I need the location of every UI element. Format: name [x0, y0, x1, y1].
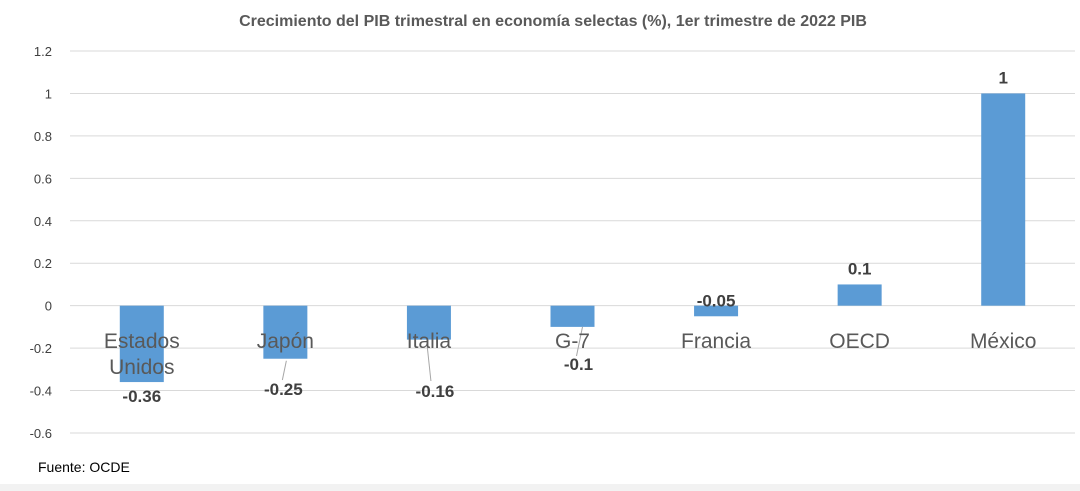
- data-label: 1: [998, 68, 1007, 87]
- data-label: -0.25: [264, 380, 303, 399]
- category-label: G-7: [555, 330, 590, 353]
- source-note: Fuente: OCDE: [38, 459, 130, 475]
- y-tick-label: 0.2: [34, 256, 52, 271]
- category-label: Japón: [257, 330, 314, 353]
- y-tick-label: 0.6: [34, 171, 52, 186]
- data-label: 0.1: [848, 259, 872, 278]
- y-tick-label: 0: [45, 299, 52, 314]
- y-tick-label: -0.2: [30, 341, 52, 356]
- y-tick-label: 1.2: [34, 44, 52, 59]
- bar: [119, 305, 164, 383]
- y-tick-label: 0.8: [34, 129, 52, 144]
- category-label: OECD: [829, 330, 890, 353]
- bar: [550, 305, 595, 327]
- y-tick-label: -0.6: [30, 426, 52, 441]
- category-label: Estados Unidos: [104, 330, 180, 379]
- bar: [263, 305, 308, 359]
- leader-line: [426, 343, 432, 382]
- data-label: -0.16: [416, 382, 455, 401]
- y-tick-label: -0.4: [30, 384, 52, 399]
- gridlines: [70, 50, 1075, 434]
- data-label: -0.1: [564, 355, 593, 374]
- data-label: -0.36: [122, 387, 161, 406]
- bar: [837, 284, 882, 306]
- category-label: Italia: [407, 330, 452, 353]
- bar: [981, 93, 1026, 306]
- leader-line: [281, 360, 287, 381]
- category-labels: Estados Unidos Japón Italia G-7 Francia OECD Mé…: [104, 330, 1037, 379]
- leader-lines: [281, 326, 583, 382]
- y-tick-label: 1: [45, 86, 52, 101]
- bar: [694, 305, 739, 317]
- data-labels: -0.36 -0.25 -0.16 -0.1 -0.05 0.1 1: [122, 68, 1008, 406]
- category-label: México: [970, 330, 1037, 353]
- bar: [406, 305, 451, 340]
- chart-title: Crecimiento del PIB trimestral en econom…: [239, 13, 867, 30]
- category-label: Francia: [681, 330, 751, 353]
- y-tick-label: 0.4: [34, 214, 52, 229]
- y-axis-ticks: 1.2 1 0.8 0.6 0.4 0.2 0 -0.2 -0.4 -0.6: [30, 44, 52, 441]
- bars: [119, 93, 1026, 383]
- leader-line: [576, 326, 583, 357]
- data-label: -0.05: [697, 291, 736, 310]
